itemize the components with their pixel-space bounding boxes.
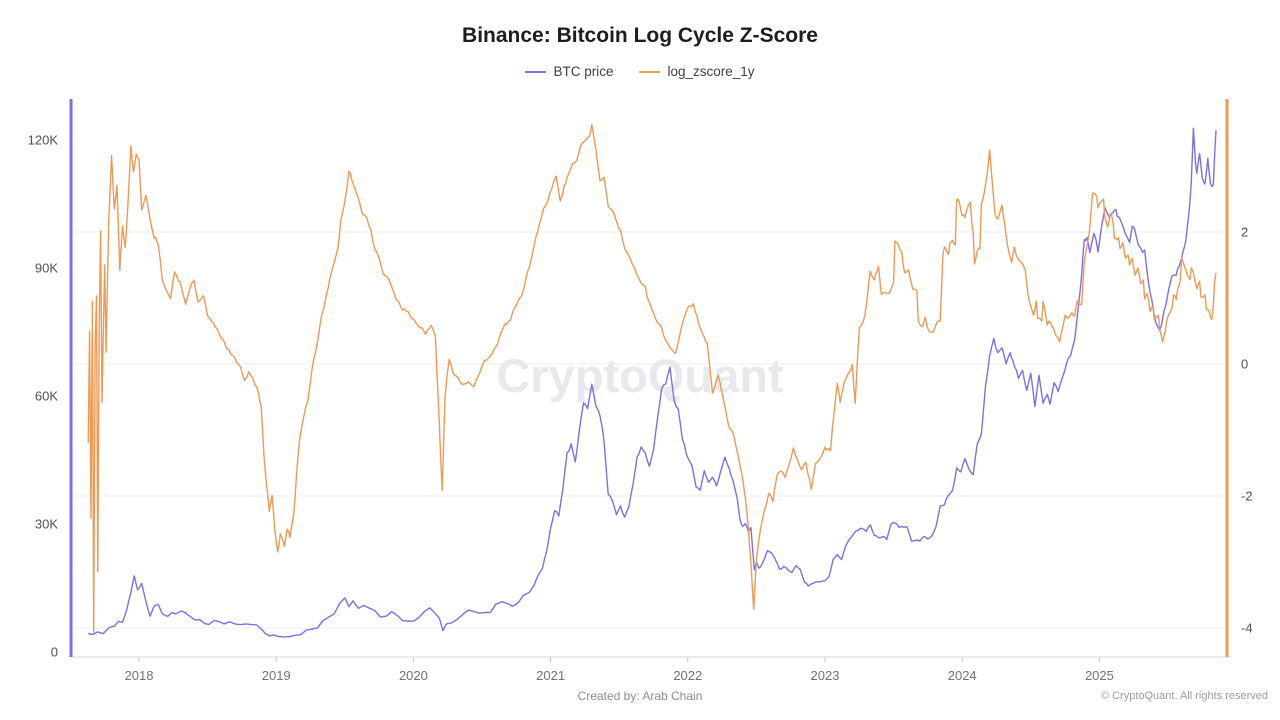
legend-item-btc-price[interactable]: BTC price <box>525 64 613 79</box>
y-left-tick-0: 0 <box>51 645 58 660</box>
y-right-tick-0: 0 <box>1241 357 1248 372</box>
y-axis-left-price: 0 30K 60K 90K 120K <box>28 99 73 660</box>
x-tick-label-2020: 2020 <box>399 668 428 683</box>
copyright-text: © CryptoQuant. All rights reserved <box>1100 690 1268 702</box>
legend: BTC price log_zscore_1y <box>0 64 1280 79</box>
y-left-tick-30K: 30K <box>35 517 58 532</box>
x-tick-label-2021: 2021 <box>536 668 565 683</box>
x-tick-label-2025: 2025 <box>1085 668 1114 683</box>
gridlines <box>71 231 1227 629</box>
btc-price-series-line <box>87 127 1217 638</box>
y-left-tick-120K: 120K <box>28 133 59 148</box>
x-tick-label-2023: 2023 <box>811 668 840 683</box>
y-right-tick--2: -2 <box>1241 489 1253 504</box>
chart-title: Binance: Bitcoin Log Cycle Z-Score <box>462 24 818 47</box>
y-right-tick-2: 2 <box>1241 225 1248 240</box>
x-tick-label-2022: 2022 <box>673 668 702 683</box>
log-zscore-legend-swatch <box>639 70 661 73</box>
x-tick-label-2024: 2024 <box>948 668 977 683</box>
y-axis-right-zscore: 2 0 -2 -4 <box>1225 99 1253 657</box>
created-by-text: Created by: Arab Chain <box>577 689 703 703</box>
y-left-tick-60K: 60K <box>35 389 58 404</box>
x-tick-label-2018: 2018 <box>125 668 154 683</box>
series-layer <box>87 123 1217 638</box>
cryptoquant-watermark: CryptoQuant <box>496 349 784 402</box>
y-left-tick-90K: 90K <box>35 261 58 276</box>
y-right-tick--4: -4 <box>1241 621 1253 636</box>
legend-label-btc-price: BTC price <box>553 64 614 79</box>
x-axis: 2018 2019 2020 2021 2022 2023 2024 2025 <box>68 656 1231 683</box>
legend-item-log-zscore[interactable]: log_zscore_1y <box>639 64 755 79</box>
legend-label-log-zscore: log_zscore_1y <box>667 64 755 79</box>
x-tick-label-2019: 2019 <box>262 668 291 683</box>
btc-price-legend-swatch <box>525 70 547 73</box>
log-zscore-series-line <box>87 123 1217 633</box>
